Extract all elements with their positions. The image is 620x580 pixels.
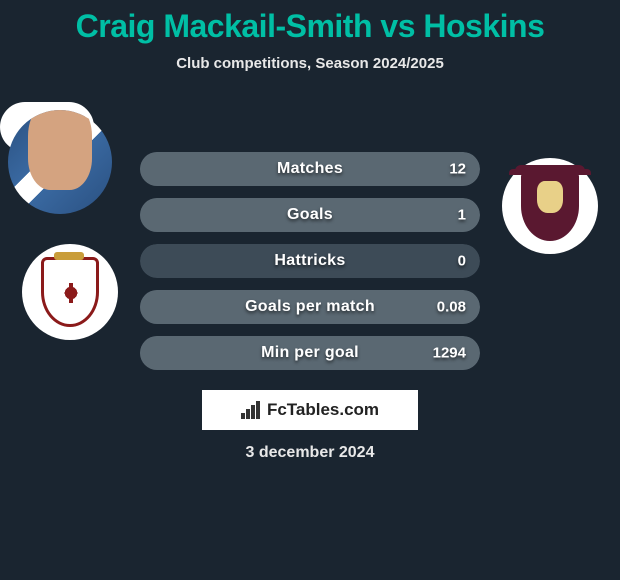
stat-value-right: 12: [449, 161, 466, 178]
stat-value-right: 1: [458, 207, 466, 224]
comparison-card: Craig Mackail-Smith vs Hoskins Club comp…: [0, 0, 620, 462]
stat-value-right: 0: [458, 253, 466, 270]
club-badge-left: [22, 244, 118, 340]
stat-label: Min per goal: [140, 344, 480, 362]
stats-area: Matches12 Goals1 Hattricks0 Goals per match…: [0, 102, 620, 462]
brand-chart-icon: [241, 401, 263, 419]
shield-right-icon: [521, 171, 579, 241]
page-title: Craig Mackail-Smith vs Hoskins: [0, 8, 620, 45]
shield-left-icon: [41, 257, 99, 327]
stat-rows: Matches12 Goals1 Hattricks0 Goals per match…: [140, 152, 480, 370]
stat-label: Hattricks: [140, 252, 480, 270]
player-left-name: Craig Mackail-Smith: [76, 8, 372, 44]
stat-label: Goals per match: [140, 298, 480, 316]
date-text: 3 december 2024: [0, 444, 620, 462]
subtitle: Club competitions, Season 2024/2025: [0, 55, 620, 72]
stat-label: Matches: [140, 160, 480, 178]
club-badge-right: [502, 158, 598, 254]
stat-row: Goals per match0.08: [140, 290, 480, 324]
player-face-graphic: [28, 110, 92, 190]
stat-label: Goals: [140, 206, 480, 224]
brand-text: FcTables.com: [267, 400, 379, 420]
stat-row: Matches12: [140, 152, 480, 186]
brand-box: FcTables.com: [202, 390, 418, 430]
player-right-name: Hoskins: [423, 8, 544, 44]
stat-row: Hattricks0: [140, 244, 480, 278]
stat-value-right: 1294: [433, 345, 466, 362]
stat-value-right: 0.08: [437, 299, 466, 316]
stat-row: Min per goal1294: [140, 336, 480, 370]
player-left-avatar: [8, 110, 112, 214]
stat-row: Goals1: [140, 198, 480, 232]
title-vs: vs: [380, 8, 415, 44]
